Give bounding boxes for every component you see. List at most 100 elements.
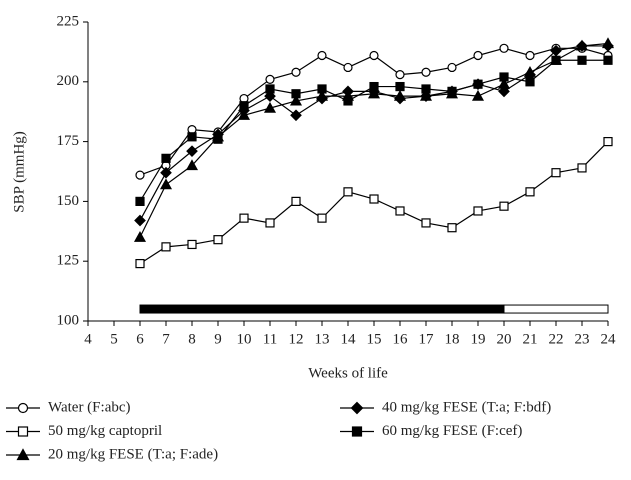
treatment-period [503, 304, 609, 314]
marker [498, 85, 510, 98]
marker [395, 81, 405, 92]
marker [213, 235, 223, 245]
marker [499, 201, 509, 211]
marker [369, 50, 379, 61]
marker [291, 89, 301, 99]
x-axis-label: Weeks of life [308, 365, 388, 381]
marker [317, 84, 327, 94]
y-tick-label: 150 [57, 193, 80, 209]
marker [551, 55, 561, 65]
marker [394, 92, 406, 105]
series-line [139, 42, 609, 238]
legend-label: 60 mg/kg FESE (F:cef) [382, 423, 522, 439]
marker [525, 77, 535, 87]
legend-marker [350, 401, 364, 415]
x-tick-label: 11 [263, 331, 277, 347]
x-tick-label: 16 [393, 331, 409, 347]
x-tick-label: 23 [575, 331, 590, 347]
marker [213, 134, 223, 144]
marker [135, 258, 145, 269]
marker [499, 43, 509, 53]
marker [161, 242, 171, 252]
x-tick-label: 12 [289, 331, 304, 347]
marker [420, 90, 432, 103]
marker [473, 79, 483, 89]
marker [421, 67, 431, 77]
x-tick-label: 18 [445, 331, 460, 347]
marker [186, 145, 198, 158]
marker [134, 214, 146, 227]
marker [577, 163, 587, 173]
marker [395, 70, 405, 80]
marker [421, 84, 431, 94]
x-tick-label: 5 [110, 331, 118, 347]
legend-label: 50 mg/kg captopril [48, 423, 162, 439]
x-tick-label: 4 [84, 331, 92, 347]
legend-marker [16, 448, 30, 461]
legend-label: Water (F:abc) [48, 399, 131, 415]
marker [133, 231, 147, 242]
legend-marker [17, 426, 29, 437]
marker [369, 194, 379, 204]
x-tick-label: 19 [471, 331, 486, 347]
x-tick-label: 15 [367, 331, 382, 347]
marker [471, 89, 485, 101]
x-tick-label: 21 [523, 331, 538, 347]
marker [317, 213, 327, 223]
marker [161, 153, 171, 163]
legend-marker [17, 402, 29, 414]
y-tick-label: 125 [57, 253, 80, 269]
marker [316, 92, 328, 105]
marker [343, 96, 353, 106]
marker [187, 239, 197, 250]
marker [291, 67, 301, 77]
y-tick-label: 225 [57, 13, 80, 29]
marker [369, 81, 379, 92]
marker [185, 159, 199, 171]
marker [160, 166, 172, 179]
marker [289, 94, 303, 106]
marker [343, 187, 353, 197]
x-tick-label: 8 [188, 331, 196, 347]
marker [264, 90, 276, 103]
marker [473, 206, 483, 216]
marker [135, 196, 145, 206]
x-tick-label: 7 [162, 331, 170, 347]
marker [395, 206, 405, 216]
x-tick-label: 22 [549, 331, 564, 347]
marker [499, 72, 509, 82]
marker [265, 84, 275, 94]
marker [317, 50, 327, 61]
treatment-period [139, 304, 505, 314]
marker [525, 187, 535, 197]
marker [551, 168, 561, 178]
x-tick-label: 10 [237, 331, 252, 347]
legend-label: 20 mg/kg FESE (T:a; F:ade) [48, 446, 218, 462]
legend-marker [351, 426, 363, 437]
marker [577, 55, 587, 65]
marker [135, 170, 145, 180]
legend-label: 40 mg/kg FESE (T:a; F:bdf) [382, 399, 551, 415]
marker [525, 50, 535, 61]
marker [239, 101, 249, 111]
marker [603, 55, 613, 65]
marker [342, 85, 354, 98]
marker [265, 74, 275, 85]
y-tick-label: 175 [57, 133, 80, 149]
marker [343, 62, 353, 73]
x-tick-label: 20 [497, 331, 512, 347]
marker [239, 213, 249, 223]
x-tick-label: 14 [341, 331, 357, 347]
marker [603, 137, 613, 147]
marker [473, 50, 483, 61]
marker [576, 40, 588, 52]
marker [263, 101, 277, 113]
series-line [139, 45, 608, 221]
y-tick-label: 200 [57, 73, 80, 89]
marker [447, 223, 457, 233]
y-tick-label: 100 [57, 312, 80, 328]
x-tick-label: 13 [315, 331, 330, 347]
x-tick-label: 9 [214, 331, 222, 347]
marker [265, 218, 275, 228]
